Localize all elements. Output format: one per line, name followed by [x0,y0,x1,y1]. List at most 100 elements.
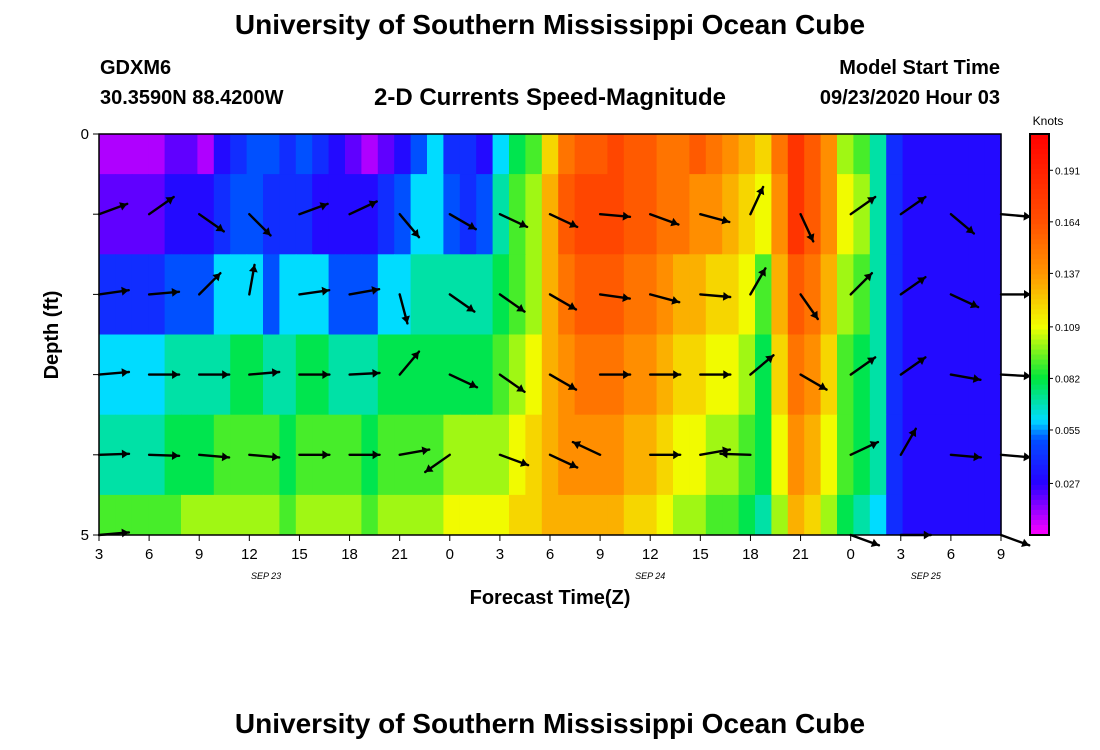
colorbar-segment [1030,509,1049,516]
colorbar-segment [1030,494,1049,501]
vector-head [721,215,730,225]
colorbar-segment [1030,464,1049,471]
heatmap-cell [115,134,133,175]
heatmap-cell [574,494,592,536]
heatmap-cell [131,494,149,536]
heatmap-cell [377,494,395,536]
vector-head [121,286,129,296]
x-tick-label: 9 [596,546,604,563]
vector-head [670,217,679,227]
heatmap-cell [771,414,789,496]
colorbar-segment [1030,299,1049,306]
heatmap-cell [131,134,149,175]
heatmap-cell [525,334,543,416]
x-tick-label: 21 [792,546,809,563]
heatmap-cell [689,134,707,175]
heatmap-cell [738,254,756,335]
vector-head [368,200,377,209]
heatmap-cell [328,254,346,335]
vector-head [322,370,330,379]
heatmap-cell [886,494,904,536]
heatmap-cell [755,494,772,536]
heatmap-cell [869,334,887,416]
colorbar-segment [1030,149,1049,155]
vector-head [171,451,180,460]
heatmap-cell [459,134,477,175]
vector-head [466,304,475,312]
vector-head [622,211,630,221]
heatmap-cell [394,174,412,255]
heatmap-cell [837,494,854,536]
heatmap-cell [869,414,887,496]
heatmap-cell [295,494,313,536]
date-label: SEP 25 [911,571,942,581]
colorbar-segment [1030,159,1049,165]
current-vector [97,286,130,296]
vector-head [249,264,258,273]
colorbar-segment [1030,364,1049,371]
current-vector [348,450,381,460]
heatmap-cell [837,174,854,255]
heatmap-cell [131,414,149,496]
colorbar-segment [1030,429,1049,436]
vector-head [262,227,271,236]
current-vector [999,290,1033,299]
current-vector [649,450,682,460]
vector-head [421,446,430,456]
heatmap-cell [246,494,264,536]
heatmap-cell [131,174,149,255]
heatmap-cell [869,134,887,175]
vector-head [810,310,818,319]
heatmap-cell [919,494,936,536]
current-vector [699,212,731,225]
heatmap-cell [279,174,297,255]
heatmap-cell [886,174,904,255]
heatmap-cell [722,494,740,536]
vector-head [572,441,582,450]
heatmap-cell [738,494,756,536]
x-tick-label: 18 [742,546,759,563]
colorbar-segment [1030,184,1049,190]
current-vector [899,427,917,456]
heatmap-cell [263,134,280,175]
heatmap-cell [705,134,723,175]
colorbar-segment [1030,474,1049,481]
heatmap-cell [459,254,477,335]
heatmap-cell [771,134,789,175]
heatmap-cell [656,134,674,175]
heatmap-cell [279,134,297,175]
heatmap-cell [246,134,264,175]
heatmap-cell [820,254,838,335]
vector-head [372,450,380,460]
colorbar-tick-label: 0.027 [1055,479,1080,490]
heatmap-cell [853,254,871,335]
colorbar-segment [1030,349,1049,356]
colorbar-segment [1030,439,1049,446]
vector-head [516,384,525,392]
current-vector [799,293,819,321]
x-tick-label: 0 [446,546,454,563]
colorbar-segment [1030,519,1049,526]
heatmap-cell [640,254,658,335]
colorbar-segment [1030,239,1049,245]
vector-head [215,223,224,232]
current-vector [799,373,828,391]
heatmap-cell [919,414,936,496]
date-label: SEP 23 [251,571,281,581]
heatmap-cell [279,254,297,335]
current-vector [147,288,181,297]
colorbar-segment [1030,219,1049,225]
heatmap-cell [558,254,576,335]
heatmap-cell [738,134,756,175]
heatmap-cell [820,174,838,255]
colorbar-segment [1030,214,1049,220]
heatmap-cell [623,494,641,536]
heatmap-cell [541,494,559,536]
colorbar-segment [1030,404,1049,411]
colorbar-segment [1030,314,1049,321]
heatmap-cell [213,174,231,255]
vector-head [869,441,878,450]
vector-head [756,187,765,196]
heatmap-cell [312,134,330,175]
heatmap-cell [213,494,231,536]
